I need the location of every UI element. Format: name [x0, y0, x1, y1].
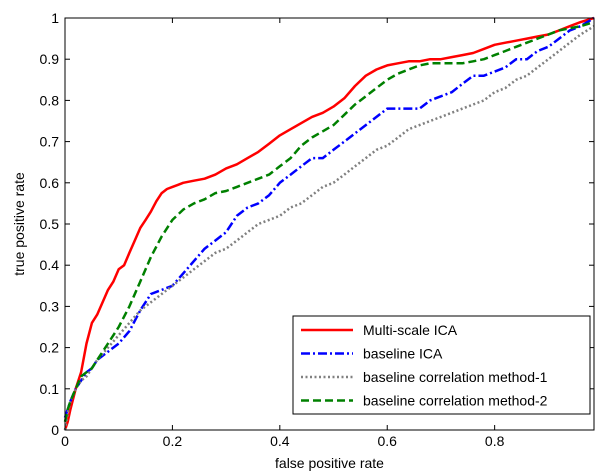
legend-entries: Multi-scale ICA baseline ICA baseline corr…: [301, 322, 548, 409]
ticks-layer: 0 0.2 0.4 0.6 0.8 0 0.1 0.2 0.3 0.4 0.5 0.6 0.7 0.8 0.…: [40, 10, 594, 449]
series-line-4: [63, 20, 595, 423]
y-tick-label: 0: [51, 422, 59, 438]
y-tick-label: 0.1: [40, 381, 60, 397]
legend-box: [292, 315, 591, 415]
legend-entry-3: baseline correlation method-1: [301, 369, 548, 385]
y-tick-label: 0.6: [40, 175, 60, 191]
y-tick-label: 1: [51, 10, 59, 26]
legend-entry-1: Multi-scale ICA: [301, 322, 458, 338]
y-tick-label: 0.8: [40, 92, 60, 108]
series-layer: [63, 16, 595, 431]
y-axis-label: true positive rate: [11, 172, 27, 276]
x-tick-label: 0.6: [377, 433, 397, 449]
y-tick-label: 0.5: [40, 216, 60, 232]
x-tick-label: 0.4: [270, 433, 290, 449]
legend-label: baseline correlation method-2: [363, 393, 548, 409]
x-tick-label: 0.2: [163, 433, 183, 449]
legend-entry-4: baseline correlation method-2: [301, 393, 548, 409]
legend-label: baseline correlation method-1: [363, 369, 548, 385]
legend-entry-2: baseline ICA: [301, 346, 443, 362]
x-axis-label: false positive rate: [275, 455, 384, 471]
y-tick-label: 0.7: [40, 134, 60, 150]
y-tick-label: 0.2: [40, 340, 60, 356]
x-tick-label: 0: [61, 433, 69, 449]
y-tick-label: 0.3: [40, 298, 60, 314]
y-tick-label: 0.4: [40, 257, 60, 273]
series-line-2: [63, 16, 595, 418]
series-line-1: [63, 16, 595, 431]
x-tick-label: 0.8: [485, 433, 505, 449]
legend: Multi-scale ICA baseline ICA baseline corr…: [292, 315, 591, 415]
legend-label: Multi-scale ICA: [363, 322, 458, 338]
series-line-3: [63, 25, 595, 431]
y-tick-label: 0.9: [40, 51, 60, 67]
legend-label: baseline ICA: [363, 346, 443, 362]
